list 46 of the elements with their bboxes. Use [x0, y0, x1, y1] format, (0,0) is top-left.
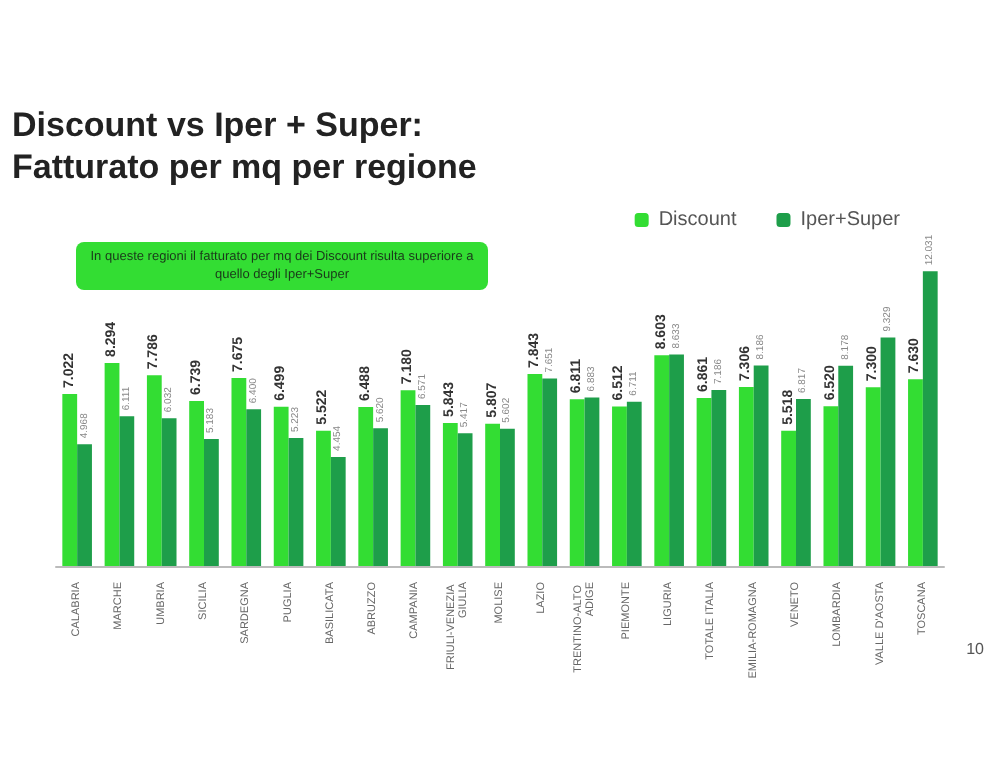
bar [415, 405, 431, 566]
bar [231, 378, 247, 566]
bar [654, 355, 670, 566]
bar [569, 399, 585, 566]
bar [880, 337, 896, 566]
legend-label: Iper+Super [800, 209, 902, 231]
bar [189, 400, 204, 566]
bar [500, 428, 515, 566]
bar [119, 416, 135, 566]
bar [865, 387, 881, 566]
bar [584, 397, 600, 566]
bar [711, 390, 727, 566]
bar [738, 387, 754, 566]
bar [908, 379, 923, 566]
bar [246, 409, 262, 566]
bar [527, 373, 543, 566]
bar [288, 438, 304, 566]
chart-title: Discount vs Iper + Super: Fatturato per mq per regione [12, 104, 477, 188]
bar [77, 444, 92, 566]
bar [823, 406, 839, 566]
bar [612, 406, 627, 566]
bar [485, 423, 500, 566]
bar [442, 422, 458, 566]
bar [838, 365, 854, 566]
bar [161, 418, 177, 566]
bar [104, 362, 120, 566]
bar [922, 271, 938, 566]
bar [146, 375, 162, 566]
bar [696, 397, 712, 566]
bar [330, 456, 346, 566]
bar [62, 394, 78, 566]
bar [781, 430, 796, 566]
bar [457, 433, 473, 566]
bar [626, 401, 642, 566]
bar [358, 407, 374, 566]
legend-label: Discount [658, 209, 737, 231]
bar [669, 354, 684, 566]
bar [796, 399, 811, 566]
bar [204, 439, 219, 566]
bar [542, 378, 558, 566]
bar [373, 428, 388, 566]
text: 10 [966, 640, 984, 658]
bar [273, 406, 289, 566]
bar [400, 390, 416, 566]
bar [753, 365, 769, 566]
bar [316, 430, 331, 566]
